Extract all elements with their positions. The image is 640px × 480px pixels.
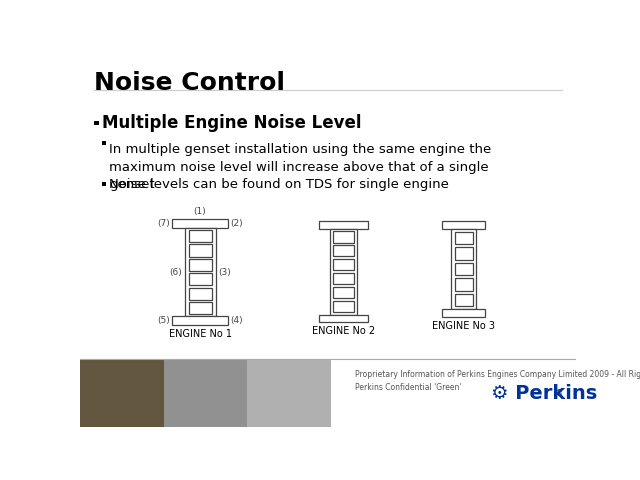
Bar bbox=[330, 228, 358, 315]
Text: ENGINE No 2: ENGINE No 2 bbox=[312, 326, 375, 336]
Bar bbox=[454, 294, 472, 306]
Text: (2): (2) bbox=[230, 219, 243, 228]
Bar bbox=[189, 302, 212, 314]
Bar bbox=[451, 228, 476, 310]
Bar bbox=[94, 121, 99, 125]
Text: In multiple genset installation using the same engine the
maximum noise level wi: In multiple genset installation using th… bbox=[109, 143, 492, 191]
Bar bbox=[189, 230, 212, 242]
Bar bbox=[333, 259, 353, 270]
Bar bbox=[333, 301, 353, 312]
Text: (5): (5) bbox=[157, 316, 170, 325]
Bar bbox=[80, 360, 164, 427]
Bar bbox=[172, 219, 228, 228]
Bar bbox=[319, 221, 367, 228]
Text: Noise levels can be found on TDS for single engine: Noise levels can be found on TDS for sin… bbox=[109, 178, 449, 191]
Bar bbox=[172, 316, 228, 325]
Text: (7): (7) bbox=[157, 219, 170, 228]
Bar bbox=[184, 228, 216, 316]
Bar bbox=[102, 141, 106, 144]
Bar bbox=[454, 263, 472, 275]
Text: Multiple Engine Noise Level: Multiple Engine Noise Level bbox=[102, 114, 361, 132]
Bar bbox=[333, 231, 353, 242]
Text: (4): (4) bbox=[230, 316, 243, 325]
Text: ®: ® bbox=[555, 389, 563, 398]
Bar bbox=[189, 273, 212, 286]
Bar bbox=[442, 221, 485, 228]
Text: Proprietary Information of Perkins Engines Company Limited 2009 - All Rights Res: Proprietary Information of Perkins Engin… bbox=[355, 370, 640, 392]
Bar bbox=[102, 182, 106, 186]
Text: (6): (6) bbox=[170, 267, 182, 276]
Bar bbox=[189, 259, 212, 271]
Bar bbox=[454, 232, 472, 244]
Bar bbox=[442, 310, 485, 317]
Bar bbox=[454, 247, 472, 260]
Text: ENGINE No 3: ENGINE No 3 bbox=[432, 321, 495, 331]
Bar bbox=[164, 360, 248, 427]
Bar bbox=[454, 278, 472, 291]
Bar bbox=[333, 287, 353, 299]
Text: Noise Control: Noise Control bbox=[94, 72, 285, 96]
Text: ⚙ Perkins: ⚙ Perkins bbox=[491, 384, 597, 403]
Bar bbox=[248, 360, 331, 427]
Text: ENGINE No 1: ENGINE No 1 bbox=[168, 329, 232, 339]
Text: (3): (3) bbox=[218, 267, 230, 276]
Bar bbox=[319, 315, 367, 323]
Bar bbox=[333, 273, 353, 285]
Bar bbox=[333, 245, 353, 256]
Bar bbox=[189, 288, 212, 300]
Bar bbox=[189, 244, 212, 257]
Text: (1): (1) bbox=[194, 207, 207, 216]
